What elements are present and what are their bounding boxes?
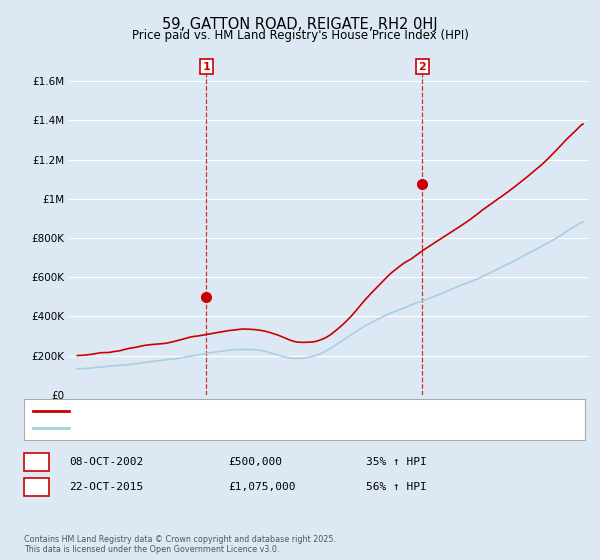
Text: 08-OCT-2002: 08-OCT-2002 xyxy=(69,457,143,467)
Text: 59, GATTON ROAD, REIGATE, RH2 0HJ: 59, GATTON ROAD, REIGATE, RH2 0HJ xyxy=(162,17,438,32)
Text: 59, GATTON ROAD, REIGATE, RH2 0HJ (detached house): 59, GATTON ROAD, REIGATE, RH2 0HJ (detac… xyxy=(75,405,365,416)
Text: 2: 2 xyxy=(32,480,41,494)
Text: 22-OCT-2015: 22-OCT-2015 xyxy=(69,482,143,492)
Text: Price paid vs. HM Land Registry's House Price Index (HPI): Price paid vs. HM Land Registry's House … xyxy=(131,29,469,42)
Text: 35% ↑ HPI: 35% ↑ HPI xyxy=(366,457,427,467)
Text: 1: 1 xyxy=(32,455,41,469)
Text: HPI: Average price, detached house, Reigate and Banstead: HPI: Average price, detached house, Reig… xyxy=(75,423,383,433)
Text: 1: 1 xyxy=(202,62,210,72)
Text: 56% ↑ HPI: 56% ↑ HPI xyxy=(366,482,427,492)
Text: Contains HM Land Registry data © Crown copyright and database right 2025.
This d: Contains HM Land Registry data © Crown c… xyxy=(24,535,336,554)
Text: £500,000: £500,000 xyxy=(228,457,282,467)
Text: £1,075,000: £1,075,000 xyxy=(228,482,296,492)
Text: 2: 2 xyxy=(419,62,427,72)
